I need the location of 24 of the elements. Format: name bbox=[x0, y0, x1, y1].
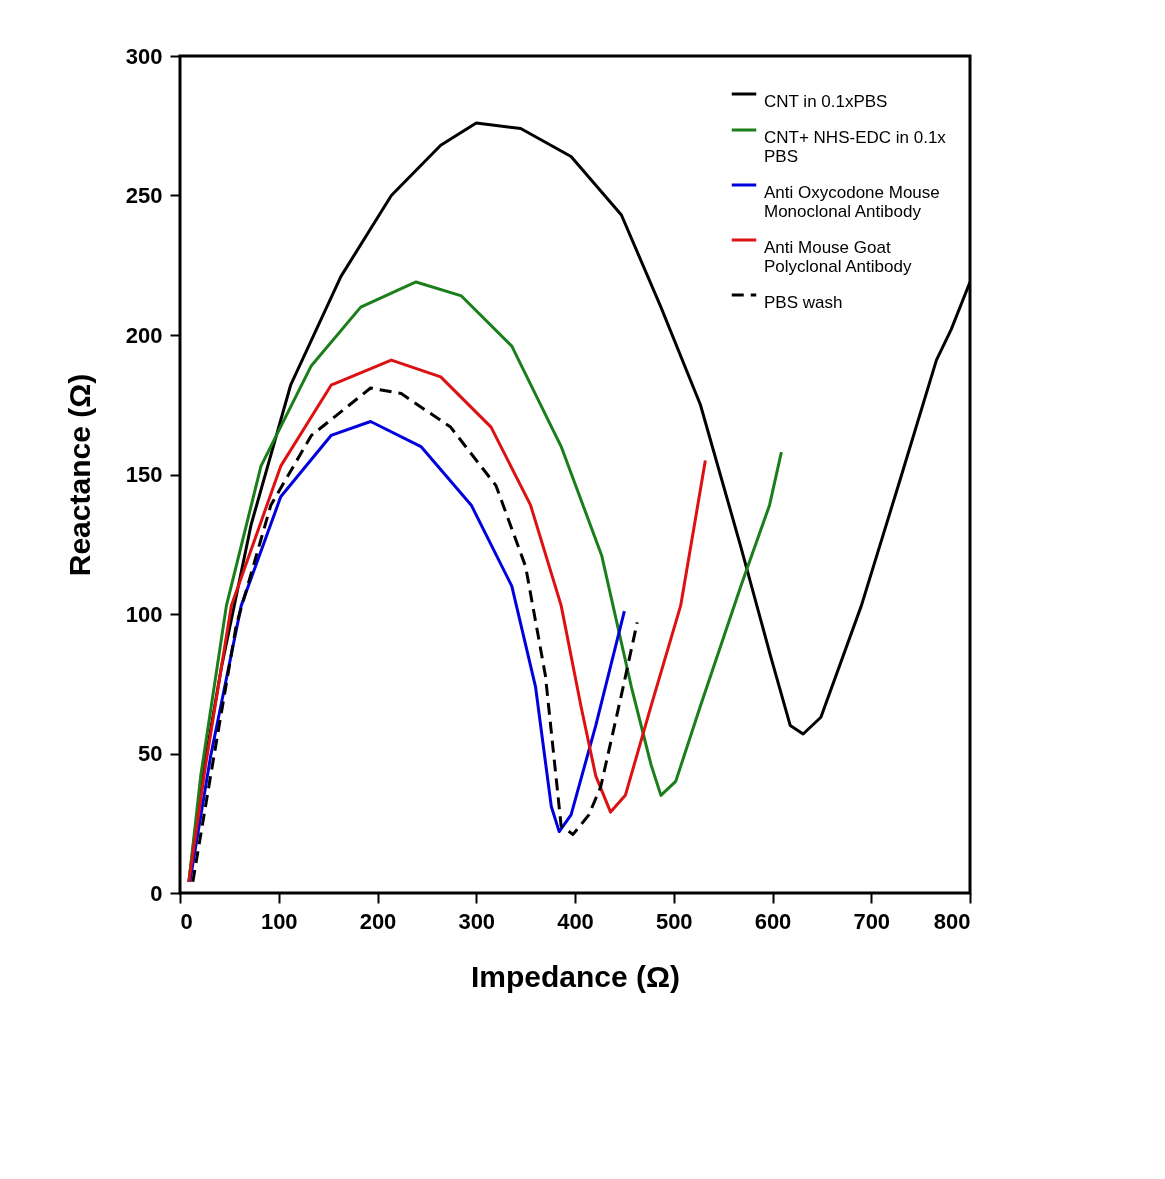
x-axis-title: Impedance (Ω) bbox=[470, 959, 681, 993]
x-tick-label: 200 bbox=[359, 908, 397, 934]
legend-label: Anti Mouse Goat Polyclonal Antibody bbox=[764, 238, 912, 276]
y-tick-label: 250 bbox=[125, 183, 163, 208]
legend-label: PBS wash bbox=[764, 293, 843, 312]
y-tick-label: 150 bbox=[125, 462, 163, 487]
y-tick-label: 0 bbox=[150, 880, 163, 906]
legend-label: CNT+ NHS-EDC in 0.1x PBS bbox=[764, 128, 947, 166]
x-tick-label: 500 bbox=[655, 908, 693, 934]
x-tick-label: 100 bbox=[260, 908, 298, 934]
x-tick-label: 600 bbox=[754, 908, 792, 934]
legend-label: Anti Oxycodone Mouse Monoclonal Antibody bbox=[764, 183, 940, 221]
y-tick-label: 300 bbox=[125, 43, 163, 69]
x-tick-label: 800 bbox=[933, 908, 971, 934]
y-tick-label: 50 bbox=[138, 741, 163, 766]
y-tick-label: 200 bbox=[125, 322, 163, 348]
x-tick-label: 700 bbox=[853, 908, 891, 934]
legend-label: CNT in 0.1xPBS bbox=[764, 92, 888, 111]
line-series bbox=[187, 358, 707, 884]
y-axis-title: Reactance (Ω) bbox=[62, 373, 96, 577]
x-tick-label: 400 bbox=[557, 908, 594, 934]
x-tick-label: 300 bbox=[458, 908, 496, 934]
x-tick-label: 0 bbox=[180, 908, 193, 934]
y-tick-label: 100 bbox=[125, 601, 163, 627]
